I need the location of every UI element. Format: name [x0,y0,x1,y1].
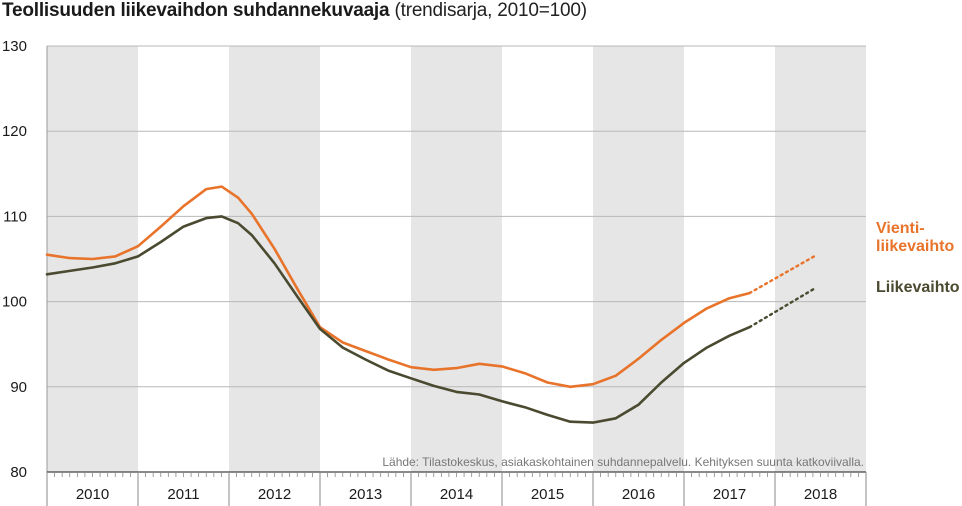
shade-band-2012 [229,46,320,472]
year-label-2012: 2012 [258,486,291,503]
y-tick-label-120: 120 [2,123,27,140]
y-tick-label-90: 90 [10,379,27,396]
year-label-2017: 2017 [713,486,746,503]
legend-label-export-line1: Vienti- [876,220,925,237]
gridlines [47,45,866,388]
series-lines [45,185,816,424]
y-tick-label-110: 110 [3,208,27,225]
series-trend-export [748,255,816,295]
chart-title-main: Teollisuuden liikevaihdon suhdannekuvaaj… [2,0,390,21]
y-tick-label-130: 130 [2,38,27,55]
source-note: Lähde: Tilastokeskus, asiakaskohtainen s… [382,455,864,469]
y-tick-label-80: 80 [10,464,27,481]
year-label-2014: 2014 [440,486,473,503]
shade-band-2016 [593,46,684,472]
series-line-total [45,215,751,424]
y-axis-ticks: 80 90 100 110 120 130 [2,38,27,481]
x-axis-ticks: 2010 2011 2012 2013 2014 2015 2016 2017 2018 [46,472,867,506]
series-line-export [45,185,751,389]
legend: Vienti-liikevaihto Liikevaihto [876,220,960,296]
year-shade-bands [47,46,866,472]
year-label-2016: 2016 [622,486,655,503]
year-label-2018: 2018 [804,486,837,503]
chart-title: Teollisuuden liikevaihdon suhdannekuvaaj… [2,0,587,30]
shade-band-2018 [775,46,866,472]
legend-label-total: Liikevaihto [876,279,960,296]
series-trend-total [748,287,816,329]
year-label-2015: 2015 [531,486,564,503]
year-label-2013: 2013 [349,486,382,503]
year-label-2010: 2010 [76,486,109,503]
shade-band-2014 [411,46,502,472]
chart-title-sub: (trendisarja, 2010=100) [394,0,587,21]
year-label-2011: 2011 [167,486,199,503]
y-tick-label-100: 100 [2,294,27,311]
legend-label-export-line2: liikevaihto [876,238,954,255]
